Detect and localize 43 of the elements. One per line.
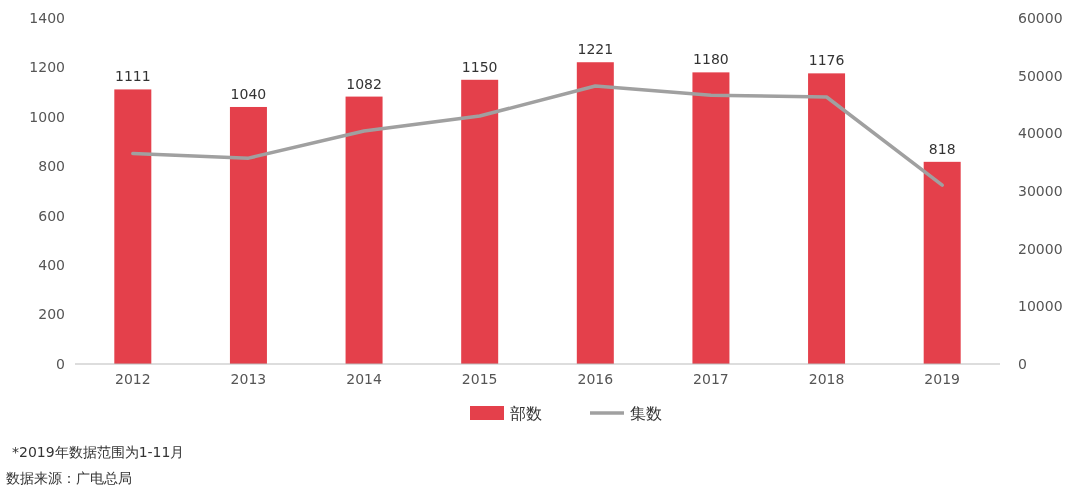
x-tick-label: 2013 — [230, 371, 267, 387]
data-label: 1180 — [693, 51, 729, 68]
x-tick-label: 2014 — [346, 371, 382, 387]
y-tick-label: 200 — [38, 306, 65, 323]
data-label: 1082 — [346, 75, 382, 92]
data-label: 1221 — [577, 41, 614, 58]
y-tick-label: 1200 — [29, 59, 65, 76]
x-tick-label: 2016 — [577, 371, 614, 387]
x-tick-label: 2015 — [461, 371, 498, 387]
bar — [692, 72, 730, 364]
text: *2019年数据范围为1-11月 — [12, 443, 185, 460]
bar — [576, 62, 614, 364]
y2-tick-label: 30000 — [1018, 182, 1063, 199]
data-label: 1111 — [114, 68, 151, 85]
data-label: 1150 — [461, 58, 498, 75]
y2-tick-label: 0 — [1018, 355, 1027, 372]
bar — [114, 89, 152, 364]
y2-tick-label: 50000 — [1018, 67, 1063, 84]
y-tick-label: 1400 — [29, 9, 65, 26]
bar — [923, 161, 961, 364]
y2-tick-label: 20000 — [1018, 240, 1063, 257]
bar — [229, 106, 267, 364]
bar — [808, 73, 846, 364]
bar — [345, 96, 383, 364]
data-label: 1040 — [230, 85, 267, 102]
x-tick-label: 2017 — [693, 371, 729, 387]
data-label: 1176 — [808, 52, 845, 69]
y-tick-label: 1000 — [29, 108, 65, 125]
x-tick-label: 2018 — [808, 371, 845, 387]
legend-label: 集数 — [630, 403, 662, 423]
bar — [461, 79, 499, 364]
y2-tick-label: 40000 — [1018, 125, 1063, 142]
y2-tick-label: 60000 — [1018, 9, 1063, 26]
y2-tick-label: 10000 — [1018, 298, 1063, 315]
y-tick-label: 600 — [38, 207, 65, 224]
legend-label: 部数 — [510, 403, 542, 423]
x-tick-label: 2012 — [114, 371, 151, 387]
data-label: 818 — [928, 140, 956, 157]
x-tick-label: 2019 — [924, 371, 961, 387]
y-tick-label: 400 — [38, 257, 65, 274]
y-tick-label: 800 — [38, 158, 65, 175]
y-tick-label: 0 — [56, 355, 65, 372]
source-note: 数据来源：广电总局 — [6, 469, 132, 486]
